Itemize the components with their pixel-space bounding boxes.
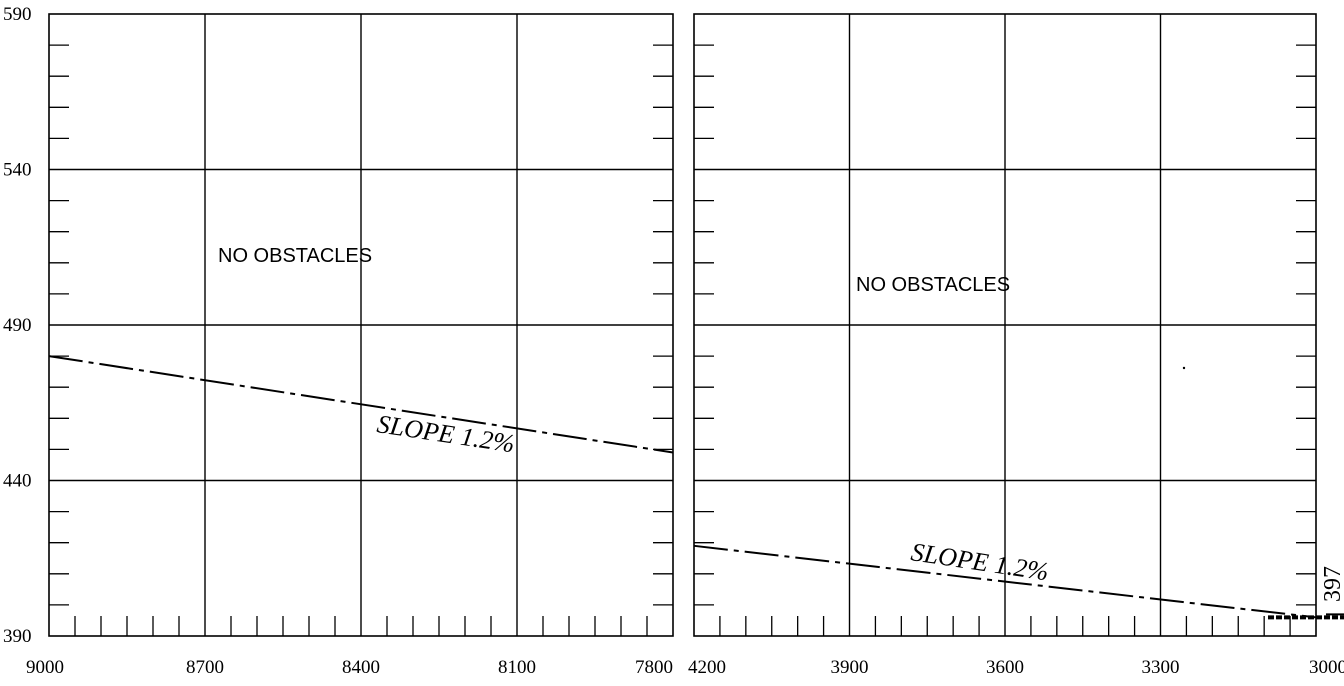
slope-line xyxy=(48,355,674,454)
stray-dot xyxy=(1182,366,1186,370)
slope-line xyxy=(693,544,1317,619)
x-tick-label: 7800 xyxy=(635,657,673,678)
no-obstacles-label: NO OBSTACLES xyxy=(218,245,372,267)
x-tick-label: 9000 xyxy=(26,657,64,678)
x-tick-label: 8100 xyxy=(498,657,536,678)
x-tick-label: 8700 xyxy=(186,657,224,678)
y-tick-label: 540 xyxy=(3,160,32,181)
elevation-marker-label: 397 xyxy=(1320,566,1344,602)
x-tick-label: 3000 xyxy=(1309,657,1344,678)
x-tick-label: 3300 xyxy=(1142,657,1180,678)
y-tick-label: 590 xyxy=(3,4,32,25)
no-obstacles-label: NO OBSTACLES xyxy=(856,274,1010,296)
y-tick-label: 440 xyxy=(3,471,32,492)
x-tick-label: 3900 xyxy=(831,657,869,678)
x-tick-label: 4200 xyxy=(688,657,726,678)
x-tick-label: 3600 xyxy=(986,657,1024,678)
x-tick-label: 8400 xyxy=(342,657,380,678)
y-tick-label: 390 xyxy=(3,626,32,647)
left-profile-panel: 9000 8700 8400 8100 7800 590 540 490 440 390 NO OB… xyxy=(3,4,674,678)
y-tick-label: 490 xyxy=(3,315,32,336)
